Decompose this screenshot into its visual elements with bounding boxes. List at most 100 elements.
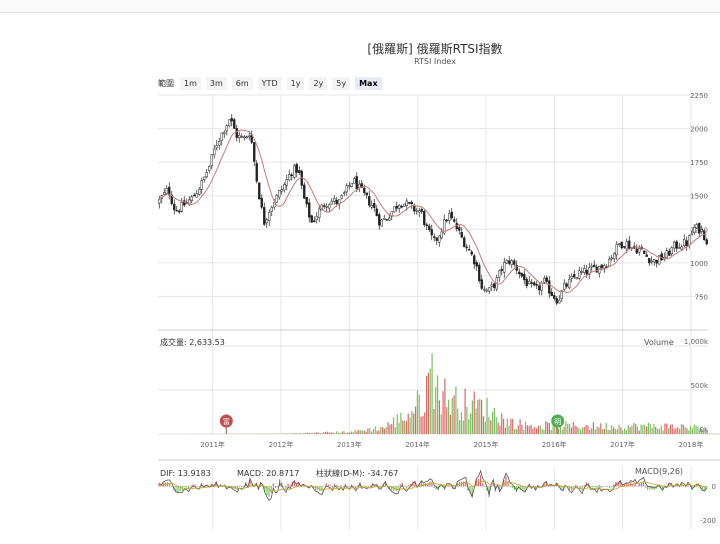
volume-bar <box>378 430 380 434</box>
volume-bar <box>418 394 420 434</box>
volume-bar <box>548 422 551 434</box>
volume-bar <box>341 431 343 434</box>
candle-body <box>263 207 266 225</box>
candle-body <box>353 178 356 184</box>
macd-hist-bar <box>503 480 505 487</box>
macd-hist-bar <box>169 483 171 487</box>
macd-hist-bar <box>609 486 611 489</box>
chart-subtitle: RTSI Index <box>414 57 456 66</box>
macd-hist-bar <box>369 486 372 487</box>
macd-hist-bar <box>259 483 262 487</box>
volume-bar <box>631 425 633 434</box>
volume-bar <box>691 428 694 434</box>
range-button-max[interactable]: Max <box>355 76 382 90</box>
candle-body <box>205 172 208 178</box>
candle-body <box>483 288 486 291</box>
volume-bar <box>293 433 296 434</box>
range-button-3m[interactable]: 3m <box>205 76 227 90</box>
volume-bar <box>484 421 486 434</box>
volume-bar <box>361 430 364 434</box>
x-tick-label: 2014年 <box>405 440 430 449</box>
range-button-6m[interactable]: 6m <box>231 76 253 90</box>
volume-bar <box>532 428 534 434</box>
x-tick-label: 2018年 <box>679 440 704 449</box>
volume-bar <box>623 428 626 434</box>
volume-bar <box>642 425 644 434</box>
candle-body <box>230 118 233 122</box>
candle-body <box>360 183 363 188</box>
volume-label: 成交量: 2,633.53 <box>160 337 225 347</box>
range-button-1m[interactable]: 1m <box>180 76 201 90</box>
volume-bar <box>420 416 422 434</box>
volume-bar <box>666 423 668 434</box>
volume-bar <box>433 408 435 434</box>
macd-hist-bar <box>323 485 325 487</box>
macd-hist-bar <box>505 476 507 487</box>
candle-body <box>538 285 541 291</box>
candle-body <box>265 219 268 224</box>
candle-body <box>425 224 428 227</box>
candle-body <box>373 203 376 208</box>
range-button-2y[interactable]: 2y <box>309 76 328 90</box>
volume-bar <box>299 433 301 434</box>
volume-bar <box>292 433 294 434</box>
volume-bar <box>601 428 604 434</box>
candle-body <box>533 282 536 286</box>
volume-bar <box>658 428 661 434</box>
volume-bar <box>697 426 699 434</box>
y-tick-label: 1000 <box>690 260 708 268</box>
macd-hist-bar <box>706 486 708 487</box>
volume-bar <box>506 418 508 434</box>
macd-hist-bar <box>312 486 315 489</box>
volume-bar <box>583 426 585 434</box>
range-button-ytd[interactable]: YTD <box>257 76 282 90</box>
volume-bar <box>442 391 444 434</box>
volume-bar <box>634 424 637 434</box>
candle-body <box>270 206 273 212</box>
macd-hist-bar <box>469 486 471 494</box>
event-flag <box>219 414 233 428</box>
macd-hist-bar <box>192 484 194 487</box>
chart-title: [俄羅斯] 俄羅斯RTSI指數 <box>367 42 503 56</box>
volume-bar <box>424 412 426 434</box>
range-button-5y[interactable]: 5y <box>332 76 351 90</box>
macd-hist-bar <box>427 483 429 487</box>
volume-bar <box>323 431 325 434</box>
candle-body <box>683 239 686 246</box>
volume-bar <box>343 431 345 434</box>
volume-bar <box>622 430 624 434</box>
candle-body <box>165 187 168 194</box>
volume-bar <box>590 428 593 434</box>
candle-body <box>590 265 593 268</box>
macd-hist-bar <box>507 481 509 487</box>
candle-body <box>315 216 318 221</box>
candle-body <box>673 241 676 249</box>
macd-hist-bar <box>329 485 332 487</box>
volume-bar <box>559 422 562 434</box>
macd-hist-bar <box>520 486 522 491</box>
volume-bar <box>528 426 530 434</box>
volume-bar <box>581 427 584 434</box>
macd-signal-line <box>159 480 707 492</box>
macd-hist-bar <box>450 485 452 487</box>
volume-bar <box>556 426 558 434</box>
candle-body <box>510 260 513 265</box>
macd-hist-bar <box>181 486 183 491</box>
candle-body <box>420 209 423 212</box>
candle-body <box>385 219 388 221</box>
macd-hist-bar <box>604 486 607 487</box>
candle-body <box>290 174 293 176</box>
volume-bar <box>370 431 373 434</box>
candle-body <box>238 134 241 138</box>
candle-body <box>583 267 586 273</box>
macd-hist-bar <box>257 486 260 490</box>
macd-hist-bar <box>249 478 251 487</box>
candle-body <box>225 125 228 132</box>
candle-body <box>625 241 628 250</box>
candle-body <box>438 235 441 243</box>
volume-bar <box>396 414 398 434</box>
candle-body <box>213 148 216 156</box>
volume-bar <box>447 399 450 434</box>
range-button-1y[interactable]: 1y <box>286 76 305 90</box>
candle-body <box>258 182 261 200</box>
